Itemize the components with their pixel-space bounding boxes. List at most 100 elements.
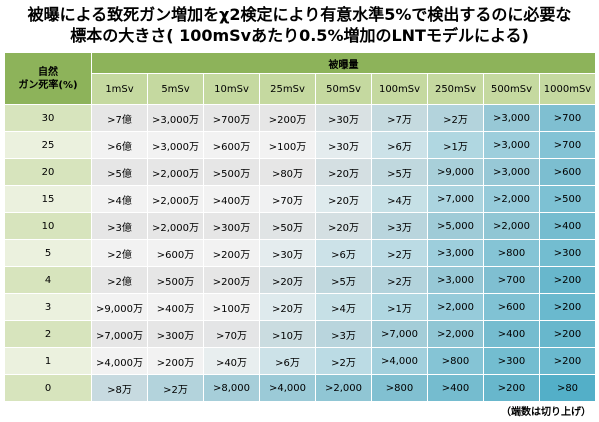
cell: >6万 [371, 131, 428, 159]
cell: >600万 [203, 131, 260, 159]
cell: >800 [371, 374, 428, 402]
row-label: 25 [4, 131, 92, 159]
row-label: 10 [4, 212, 92, 240]
cell: >2,000 [427, 293, 484, 321]
cell: >500万 [147, 266, 204, 294]
cell: >3億 [91, 212, 148, 240]
cell: >8,000 [203, 374, 260, 402]
cell: >2億 [91, 239, 148, 267]
row: 25 >6億 >3,000万 >600万 >100万 >30万 >6万 >1万 >3,000 >7… [4, 131, 596, 159]
footnote: （端数は切り上げ） [501, 407, 591, 418]
corner-header: 自然 ガン死率(%) [4, 52, 92, 105]
cell: >100万 [259, 131, 316, 159]
cell: >20万 [259, 266, 316, 294]
cell: >400 [539, 212, 596, 240]
cell: >700 [539, 104, 596, 132]
row-label: 2 [4, 320, 92, 348]
row: 4 >2億 >500万 >200万 >20万 >5万 >2万 >3,000 >700 >200 [4, 266, 596, 294]
cell: >2万 [427, 104, 484, 132]
cell: >7万 [371, 104, 428, 132]
row: 5 >2億 >600万 >200万 >30万 >6万 >2万 >3,000 >800 >300 [4, 239, 596, 267]
cell: >4万 [315, 293, 372, 321]
cell: >7,000万 [91, 320, 148, 348]
cell: >9,000万 [91, 293, 148, 321]
cell: >700 [539, 131, 596, 159]
cell: >6万 [315, 239, 372, 267]
cell: >80 [539, 374, 596, 402]
row: 10 >3億 >2,000万 >300万 >50万 >20万 >3万 >5,000 >2,000… [4, 212, 596, 240]
corner-line: 自然 [38, 66, 58, 78]
cell: >2,000 [483, 185, 540, 213]
cell: >400万 [147, 293, 204, 321]
cell: >400 [427, 374, 484, 402]
cell: >50万 [259, 212, 316, 240]
column-header: 5mSv [147, 73, 204, 105]
cell: >2億 [91, 266, 148, 294]
cell: >2万 [315, 347, 372, 375]
cell: >4,000万 [91, 347, 148, 375]
cell: >2,000万 [147, 158, 204, 186]
cell: >700万 [203, 104, 260, 132]
cell: >6億 [91, 131, 148, 159]
cell: >200万 [147, 347, 204, 375]
column-header: 1mSv [91, 73, 148, 105]
column-header: 50mSv [315, 73, 372, 105]
cell: >2万 [371, 266, 428, 294]
cell: >4,000 [259, 374, 316, 402]
row-label: 5 [4, 239, 92, 267]
cell: >300 [483, 347, 540, 375]
cell: >3,000 [427, 266, 484, 294]
cell: >500万 [203, 158, 260, 186]
cell: >300 [539, 239, 596, 267]
cell: >5万 [315, 266, 372, 294]
row-label: 4 [4, 266, 92, 294]
cell: >100万 [203, 293, 260, 321]
cell: >30万 [259, 239, 316, 267]
cell: >200万 [259, 104, 316, 132]
cell: >600 [483, 293, 540, 321]
cell: >20万 [315, 158, 372, 186]
cell: >8万 [91, 374, 148, 402]
row: 2 >7,000万 >300万 >70万 >10万 >3万 >7,000 >2,000 >400… [4, 320, 596, 348]
row-label: 1 [4, 347, 92, 375]
cell: >70万 [203, 320, 260, 348]
row-label: 30 [4, 104, 92, 132]
cell: >4億 [91, 185, 148, 213]
column-header: 10mSv [203, 73, 260, 105]
cell: >3,000 [483, 158, 540, 186]
cell: >300万 [203, 212, 260, 240]
column-header: 25mSv [259, 73, 316, 105]
row-label: 20 [4, 158, 92, 186]
cell: >3万 [315, 320, 372, 348]
cell: >3,000 [427, 239, 484, 267]
cell: >7億 [91, 104, 148, 132]
cell: >2,000 [483, 212, 540, 240]
cell: >5億 [91, 158, 148, 186]
row-label: 3 [4, 293, 92, 321]
cell: >2,000万 [147, 212, 204, 240]
cell: >20万 [315, 212, 372, 240]
cell: >2万 [147, 374, 204, 402]
cell: >200 [539, 266, 596, 294]
cell: >700 [483, 266, 540, 294]
title-line: 被曝による致死ガン増加をχ2検定により有意水準5%で検出するのに必要な [27, 5, 572, 24]
row: 0 >8万 >2万 >8,000 >4,000 >2,000 >800 >400 >200 >80 [4, 374, 596, 402]
column-header: 1000mSv [539, 73, 596, 105]
cell: >200 [539, 320, 596, 348]
row: 30 >7億 >3,000万 >700万 >200万 >30万 >7万 >2万 >3,000 >7… [4, 104, 596, 132]
cell: >3,000万 [147, 131, 204, 159]
cell: >5,000 [427, 212, 484, 240]
cell: >7,000 [427, 185, 484, 213]
column-header: 250mSv [427, 73, 484, 105]
cell: >200 [539, 293, 596, 321]
cell: >70万 [259, 185, 316, 213]
title: 被曝による致死ガン増加をχ2検定により有意水準5%で検出するのに必要な 標本の大… [0, 4, 599, 46]
cell: >3,000 [483, 131, 540, 159]
cell: >2,000 [427, 320, 484, 348]
cell: >3,000万 [147, 104, 204, 132]
row: 15 >4億 >2,000万 >400万 >70万 >20万 >4万 >7,000 >2,000… [4, 185, 596, 213]
row: 20 >5億 >2,000万 >500万 >80万 >20万 >5万 >9,000 >3,000… [4, 158, 596, 186]
table: 自然 ガン死率(%) 被曝量 1mSv 5mSv 10mSv 25mSv 50mSv 10… [4, 52, 596, 402]
cell: >200万 [203, 266, 260, 294]
